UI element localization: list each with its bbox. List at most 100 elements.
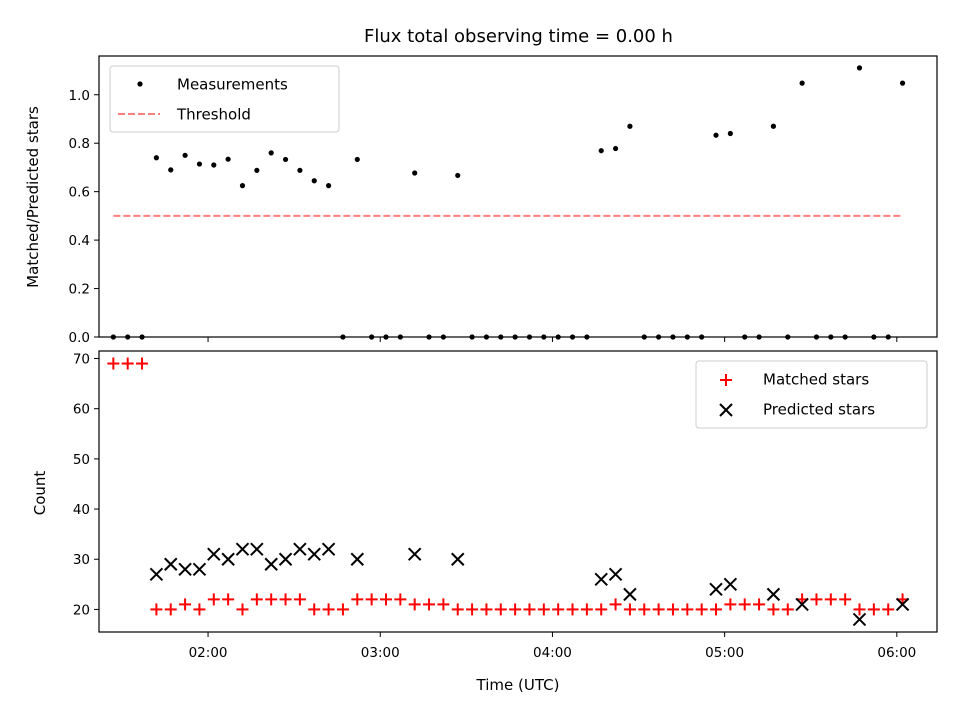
data-point-measurements	[254, 167, 260, 173]
top-y-tick-label: 0.6	[69, 185, 90, 201]
data-point-matched-stars	[222, 593, 235, 606]
data-point-predicted-stars	[350, 552, 364, 566]
data-point-measurements	[211, 162, 217, 168]
data-point-matched-stars	[150, 603, 163, 616]
data-point-predicted-stars	[221, 552, 235, 566]
data-point-matched-stars	[867, 603, 880, 616]
data-point-predicted-stars	[207, 547, 221, 561]
data-point-measurements	[239, 182, 246, 189]
data-point-predicted-stars	[723, 577, 738, 592]
data-point-predicted-stars	[307, 547, 321, 561]
bottom-legend-frame	[695, 360, 928, 429]
bottom-x-tick-label: 04:00	[533, 645, 572, 661]
bottom-y-tick-label: 20	[73, 602, 90, 618]
data-point-measurements	[153, 155, 159, 161]
data-point-matched-stars	[753, 598, 766, 611]
data-point-matched-stars	[480, 603, 493, 616]
data-point-matched-stars	[853, 603, 866, 616]
data-point-matched-stars	[308, 603, 321, 616]
data-point-matched-stars	[595, 603, 608, 616]
data-point-predicted-stars	[178, 562, 192, 576]
data-point-matched-stars	[394, 593, 407, 606]
data-point-measurements	[770, 123, 777, 129]
data-point-measurements	[627, 123, 633, 129]
data-point-measurements	[598, 148, 604, 154]
legend-label-matched-stars: Matched stars	[763, 371, 869, 389]
data-point-matched-stars	[121, 357, 134, 370]
data-point-measurements	[311, 178, 317, 184]
data-point-matched-stars	[293, 593, 306, 606]
data-point-matched-stars	[609, 598, 622, 611]
data-point-predicted-stars	[594, 572, 608, 587]
bottom-legend: Matched stars Predicted stars	[695, 360, 928, 429]
data-point-matched-stars	[681, 603, 694, 616]
bottom-x-tick-label: 06:00	[877, 645, 916, 661]
data-point-predicted-stars	[250, 542, 264, 556]
bottom-y-axis-label: Count	[31, 471, 49, 516]
top-y-tick-label: 0.4	[69, 233, 90, 249]
bottom-y-tick-label: 50	[73, 452, 90, 468]
data-point-measurements	[182, 152, 188, 158]
legend-marker-measurements	[137, 81, 143, 87]
data-point-matched-stars	[351, 593, 364, 606]
data-point-measurements	[168, 167, 174, 173]
data-point-predicted-stars	[293, 542, 307, 556]
data-point-matched-stars	[695, 603, 708, 616]
data-point-predicted-stars	[895, 597, 910, 612]
data-point-matched-stars	[437, 598, 450, 611]
data-point-predicted-stars	[192, 562, 207, 576]
data-point-matched-stars	[738, 598, 751, 611]
data-point-predicted-stars	[766, 587, 781, 602]
data-point-matched-stars	[824, 593, 837, 606]
chart-title: Flux total observing time = 0.00 h	[364, 26, 673, 47]
data-point-measurements	[899, 80, 906, 86]
top-legend: Measurements Threshold	[109, 65, 340, 133]
data-point-matched-stars	[537, 603, 550, 616]
data-point-matched-stars	[365, 593, 378, 606]
top-legend-frame	[109, 65, 340, 133]
data-point-measurements	[325, 182, 332, 189]
data-point-matched-stars	[107, 357, 120, 370]
data-point-matched-stars	[250, 593, 263, 606]
legend-label-predicted-stars: Predicted stars	[763, 401, 875, 419]
data-point-matched-stars	[781, 603, 794, 616]
data-point-matched-stars	[179, 598, 192, 611]
data-point-matched-stars	[336, 603, 349, 616]
data-point-matched-stars	[652, 603, 665, 616]
legend-marker-predicted-stars	[719, 403, 733, 417]
x-axis-label: Time (UTC)	[476, 676, 560, 694]
data-point-matched-stars	[638, 603, 651, 616]
data-point-measurements	[282, 156, 289, 163]
data-point-measurements	[713, 132, 719, 138]
data-point-matched-stars	[523, 603, 536, 616]
data-point-measurements	[354, 156, 360, 163]
data-point-predicted-stars	[278, 552, 293, 566]
bottom-x-tick-label: 02:00	[189, 645, 228, 661]
legend-label-threshold: Threshold	[176, 106, 251, 124]
data-point-measurements	[455, 172, 461, 179]
data-point-matched-stars	[767, 603, 780, 616]
data-point-measurements	[612, 145, 619, 152]
data-point-predicted-stars	[852, 612, 867, 627]
bottom-y-tick-label: 30	[73, 552, 90, 568]
legend-label-measurements: Measurements	[177, 76, 288, 94]
bottom-y-tick-label: 40	[73, 502, 90, 518]
bottom-y-tick-label: 60	[73, 402, 90, 418]
data-point-measurements	[297, 167, 303, 173]
data-point-matched-stars	[265, 593, 278, 606]
data-point-predicted-stars	[623, 587, 637, 602]
data-point-matched-stars	[466, 603, 479, 616]
data-point-matched-stars	[666, 603, 679, 616]
data-point-matched-stars	[379, 593, 392, 606]
data-point-measurements	[225, 156, 231, 162]
bottom-x-tick-label: 03:00	[361, 645, 400, 661]
top-y-axis-label: Matched/Predicted stars	[24, 106, 42, 288]
bottom-panel: 20 30 40 50 60 70 02:00 03:00 04:00 05:00 06:00	[73, 350, 938, 661]
top-y-tick-label: 0.2	[69, 282, 90, 298]
data-point-matched-stars	[882, 603, 895, 616]
data-point-matched-stars	[408, 598, 421, 611]
data-point-matched-stars	[451, 603, 464, 616]
data-point-measurements	[196, 161, 203, 167]
data-point-matched-stars	[566, 603, 579, 616]
